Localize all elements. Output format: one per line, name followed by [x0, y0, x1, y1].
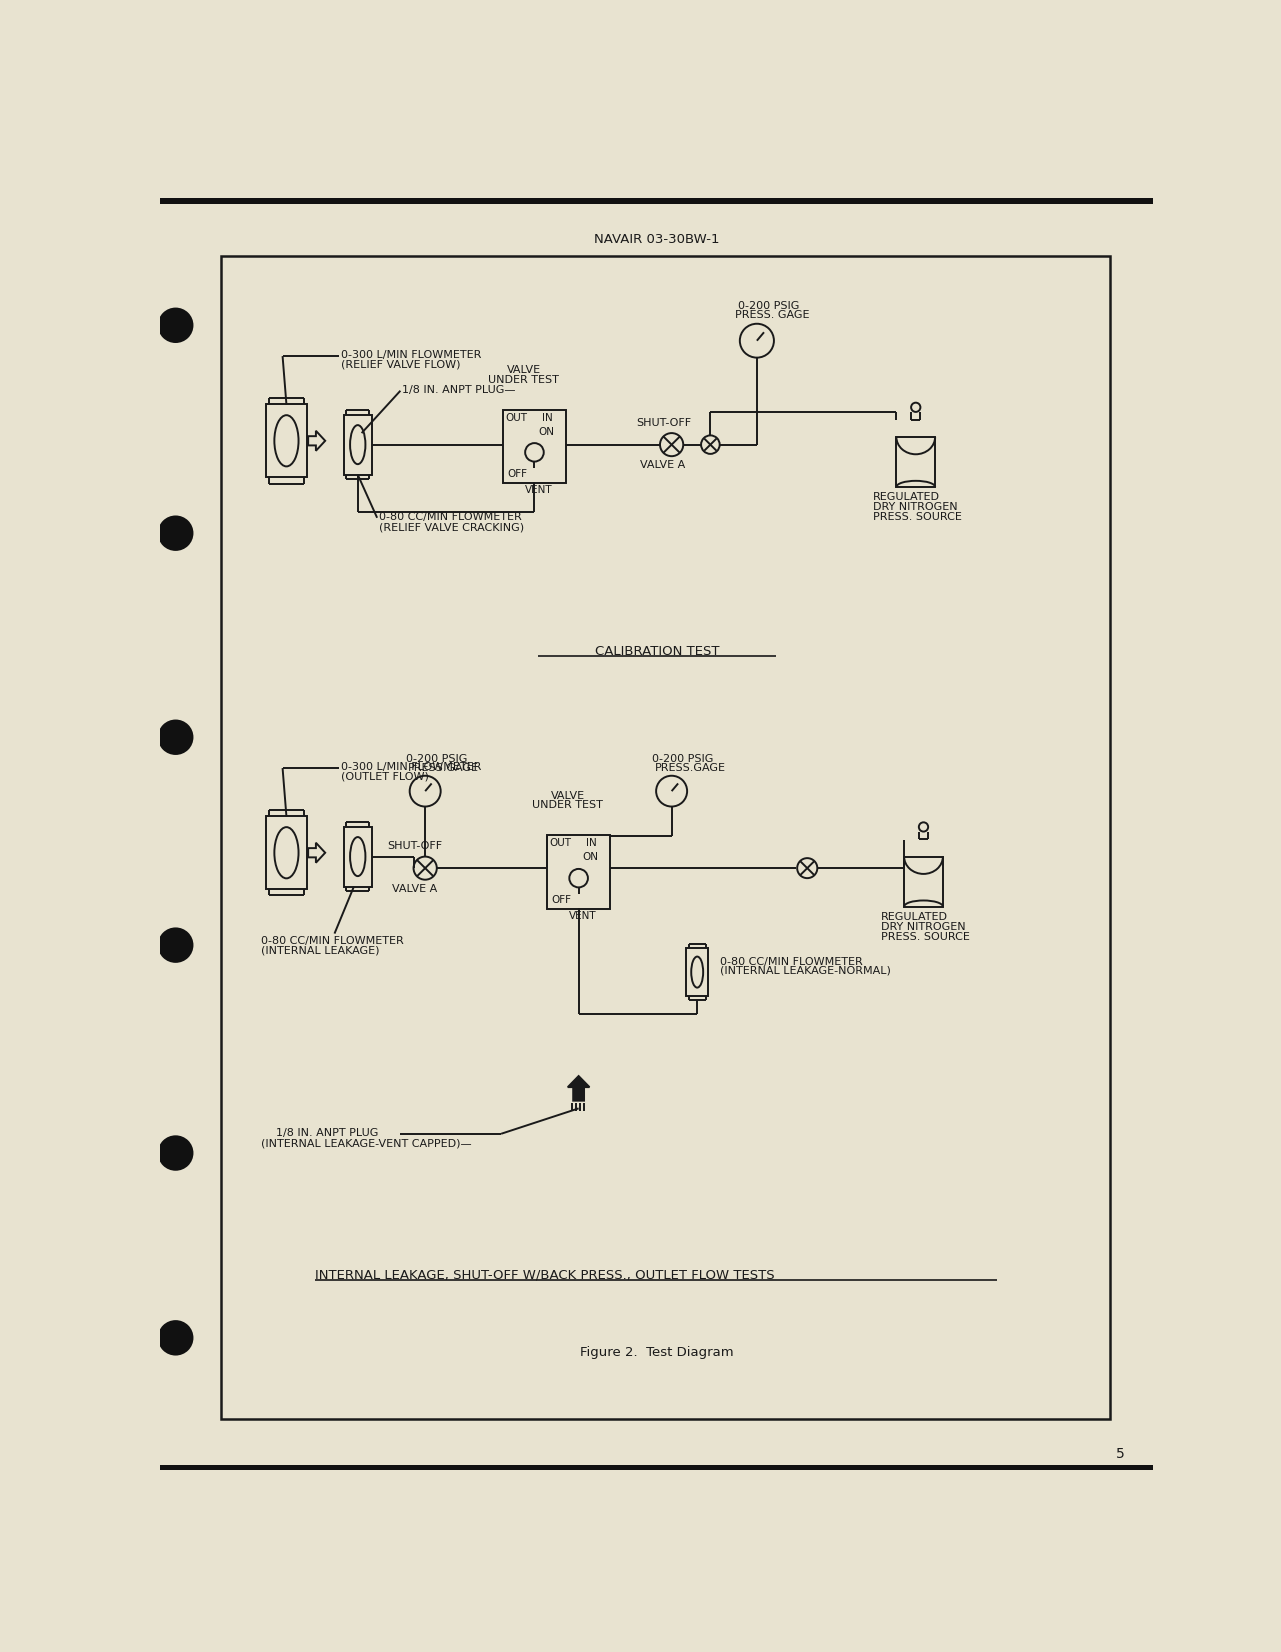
Circle shape: [158, 1320, 193, 1356]
Circle shape: [158, 720, 193, 755]
Bar: [547, 836, 611, 909]
Circle shape: [158, 515, 193, 550]
Text: OFF: OFF: [552, 895, 571, 905]
Text: (OUTLET FLOW): (OUTLET FLOW): [341, 771, 429, 781]
Text: 0-300 L/MIN FLOWMETER: 0-300 L/MIN FLOWMETER: [341, 350, 482, 360]
Circle shape: [158, 927, 193, 963]
Text: (RELIEF VALVE CRACKING): (RELIEF VALVE CRACKING): [379, 522, 524, 532]
Bar: [266, 816, 306, 889]
Text: 0-300 L/MIN FLOWMETER: 0-300 L/MIN FLOWMETER: [341, 762, 482, 771]
Text: VENT: VENT: [569, 910, 597, 920]
Text: 5: 5: [1116, 1447, 1125, 1460]
Text: (RELIEF VALVE FLOW): (RELIEF VALVE FLOW): [341, 360, 460, 370]
Text: ON: ON: [583, 852, 598, 862]
Text: INTERNAL LEAKAGE, SHUT-OFF W/BACK PRESS., OUTLET FLOW TESTS: INTERNAL LEAKAGE, SHUT-OFF W/BACK PRESS.…: [315, 1269, 775, 1282]
Text: 1/8 IN. ANPT PLUG: 1/8 IN. ANPT PLUG: [277, 1128, 379, 1138]
Text: VALVE A: VALVE A: [392, 884, 437, 894]
Text: 1/8 IN. ANPT PLUG—: 1/8 IN. ANPT PLUG—: [402, 385, 515, 395]
Bar: [502, 410, 566, 482]
Polygon shape: [567, 1075, 589, 1100]
Text: (INTERNAL LEAKAGE): (INTERNAL LEAKAGE): [261, 947, 379, 957]
Text: PRESS. SOURCE: PRESS. SOURCE: [881, 932, 970, 942]
Text: VALVE A: VALVE A: [639, 459, 685, 471]
Text: PRESS.GAGE: PRESS.GAGE: [409, 763, 479, 773]
Text: Figure 2.  Test Diagram: Figure 2. Test Diagram: [580, 1345, 734, 1358]
Text: PRESS. SOURCE: PRESS. SOURCE: [874, 512, 962, 522]
Text: PRESS.GAGE: PRESS.GAGE: [655, 763, 725, 773]
Text: (INTERNAL LEAKAGE-NORMAL): (INTERNAL LEAKAGE-NORMAL): [720, 966, 892, 976]
Text: VALVE: VALVE: [506, 365, 541, 375]
Text: IN: IN: [542, 413, 553, 423]
Bar: [160, 1465, 1153, 1470]
Text: REGULATED: REGULATED: [881, 912, 948, 922]
Text: OUT: OUT: [550, 839, 571, 849]
Text: 0-80 CC/MIN FLOWMETER: 0-80 CC/MIN FLOWMETER: [720, 957, 863, 966]
Text: DRY NITROGEN: DRY NITROGEN: [874, 502, 958, 512]
Text: NAVAIR 03-30BW-1: NAVAIR 03-30BW-1: [594, 233, 720, 246]
Text: UNDER TEST: UNDER TEST: [488, 375, 559, 385]
Text: SHUT-OFF: SHUT-OFF: [388, 841, 443, 851]
Text: DRY NITROGEN: DRY NITROGEN: [881, 922, 966, 932]
Text: VENT: VENT: [525, 486, 553, 496]
Text: SHUT-OFF: SHUT-OFF: [637, 418, 692, 428]
Bar: [687, 948, 708, 996]
Text: CALIBRATION TEST: CALIBRATION TEST: [594, 644, 719, 657]
Bar: [904, 857, 943, 907]
Bar: [160, 198, 1153, 205]
Text: REGULATED: REGULATED: [874, 492, 940, 502]
Bar: [343, 826, 371, 887]
Text: OUT: OUT: [505, 413, 526, 423]
Text: IN: IN: [587, 839, 597, 849]
Bar: [266, 405, 306, 477]
Circle shape: [158, 1135, 193, 1171]
Bar: [220, 256, 1111, 1419]
Text: 0-200 PSIG: 0-200 PSIG: [652, 755, 714, 765]
Bar: [897, 436, 935, 487]
Text: UNDER TEST: UNDER TEST: [533, 800, 603, 811]
Text: 0-80 CC/MIN FLOWMETER: 0-80 CC/MIN FLOWMETER: [261, 937, 404, 947]
Text: OFF: OFF: [507, 469, 528, 479]
Text: ON: ON: [538, 426, 555, 436]
Text: 0-80 CC/MIN FLOWMETER: 0-80 CC/MIN FLOWMETER: [379, 512, 521, 522]
Circle shape: [158, 307, 193, 344]
Text: VALVE: VALVE: [551, 791, 585, 801]
Text: (INTERNAL LEAKAGE-VENT CAPPED)—: (INTERNAL LEAKAGE-VENT CAPPED)—: [261, 1138, 471, 1148]
Text: 0-200 PSIG: 0-200 PSIG: [738, 301, 799, 311]
Text: PRESS. GAGE: PRESS. GAGE: [735, 311, 810, 320]
Bar: [343, 415, 371, 474]
Text: 0-200 PSIG: 0-200 PSIG: [406, 755, 468, 765]
